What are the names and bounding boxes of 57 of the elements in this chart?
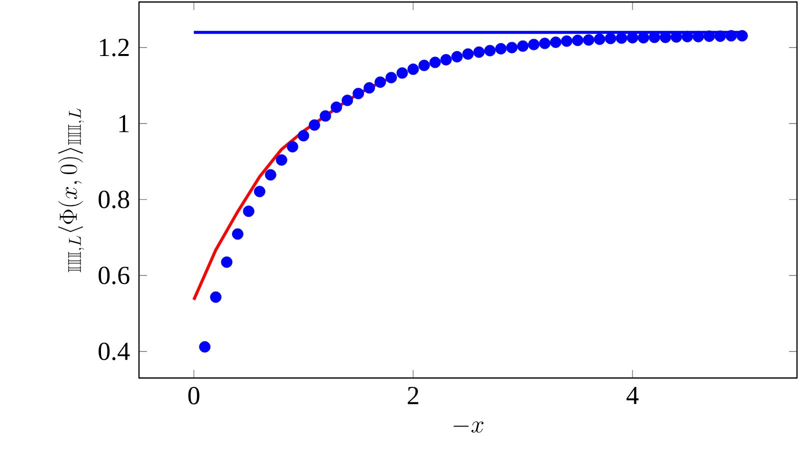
- point: [254, 186, 266, 198]
- point: [604, 32, 616, 44]
- y-tick-label: 0.4: [98, 342, 130, 360]
- point: [506, 42, 518, 54]
- point: [517, 40, 529, 52]
- point: [386, 72, 397, 84]
- point: [484, 44, 496, 56]
- point: [736, 30, 748, 42]
- y-axis-title: ${}_{\mathbb{III},L}\langle\Phi(x,0)\rangle_{\mathbb{III},L}$: [58, 108, 84, 272]
- point: [572, 34, 584, 46]
- point: [726, 30, 737, 42]
- point: [199, 341, 210, 353]
- point: [682, 30, 694, 42]
- point: [276, 154, 288, 166]
- y-tick-label: 0.6: [98, 266, 130, 284]
- x-tick-label: 4: [626, 386, 639, 404]
- point: [407, 64, 419, 75]
- point: [210, 291, 222, 303]
- point: [626, 32, 638, 44]
- point: [561, 35, 572, 47]
- point: [232, 228, 244, 240]
- point: [221, 256, 232, 268]
- point: [473, 46, 485, 58]
- point: [440, 54, 452, 66]
- point: [714, 30, 726, 42]
- y-tick-label: 1.2: [100, 38, 129, 56]
- point: [528, 38, 540, 50]
- point: [352, 88, 364, 100]
- point: [330, 102, 342, 113]
- point: [418, 60, 430, 72]
- point: [539, 38, 550, 50]
- y-tick-label: 1: [119, 114, 129, 132]
- point: [638, 32, 650, 44]
- x-tick-label: 2: [408, 386, 418, 404]
- point: [550, 36, 562, 48]
- x-tick-label: 0: [188, 386, 200, 404]
- point: [298, 130, 310, 142]
- point: [462, 48, 474, 60]
- point: [286, 141, 298, 152]
- point: [616, 32, 628, 44]
- point: [308, 119, 320, 131]
- point: [704, 30, 715, 42]
- point: [264, 169, 276, 181]
- point: [594, 34, 606, 45]
- point: [242, 206, 254, 217]
- point: [429, 56, 441, 68]
- y-tick-label: 0.8: [98, 190, 130, 208]
- point: [451, 50, 463, 62]
- point: [364, 82, 375, 94]
- point: [582, 34, 594, 46]
- point: [320, 110, 332, 122]
- x-axis-title: $-x$: [454, 421, 484, 433]
- point: [692, 30, 704, 42]
- point: [396, 67, 408, 79]
- point: [374, 76, 386, 88]
- point: [342, 94, 354, 106]
- point: [495, 43, 507, 54]
